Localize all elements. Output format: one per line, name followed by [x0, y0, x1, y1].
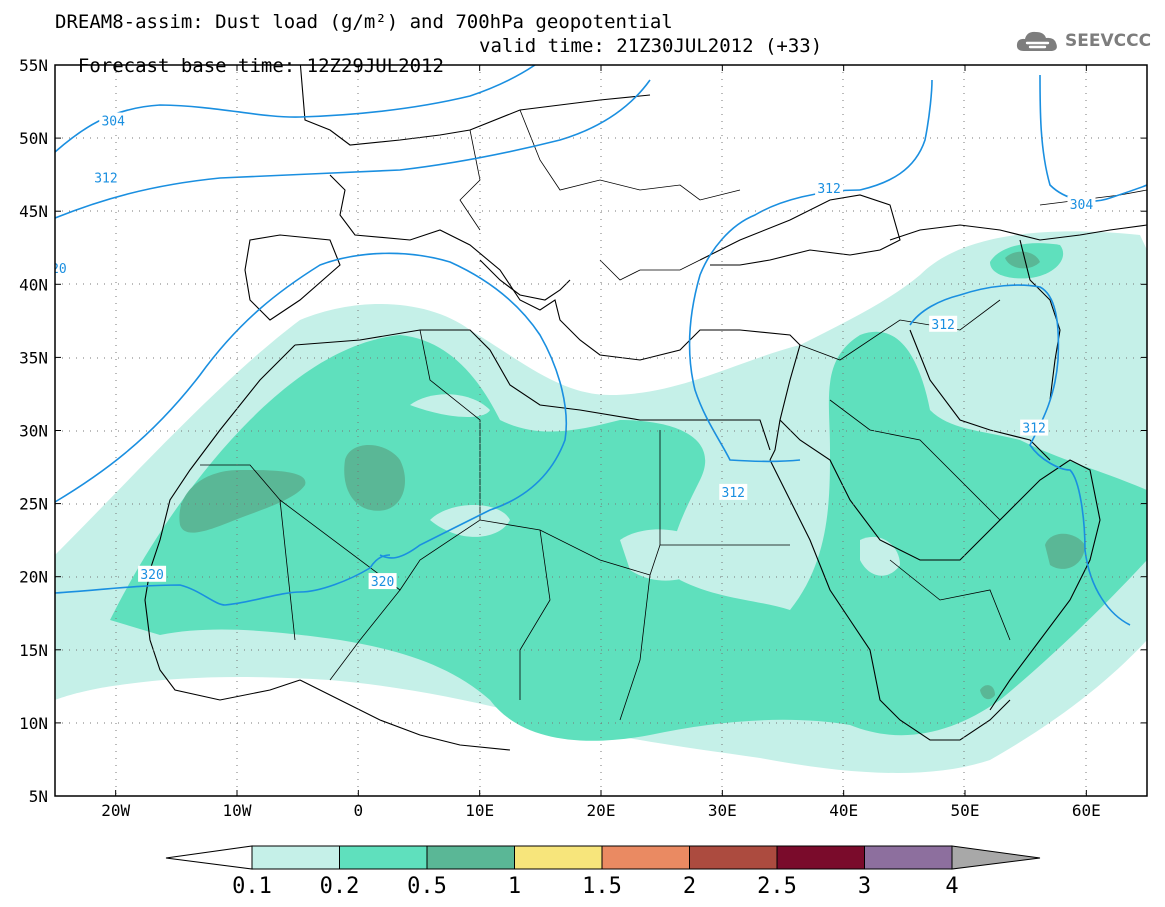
- map-body: 304 312 320 320 320 312 312 312 312 304: [43, 65, 1147, 796]
- forecast-times: Forecast base time: 12Z29JUL2012 valid t…: [55, 36, 822, 96]
- logo-text: SEEVCCC: [1065, 31, 1152, 51]
- colorbar-label: 1: [508, 874, 521, 899]
- lat-tick-label: 50N: [19, 129, 48, 148]
- colorbar: 0.1 0.2 0.5 1 1.5 2 2.5 3 4: [165, 845, 1041, 899]
- contour-labels: 304 312 320 320 320 312 312 312 312 304: [43, 112, 1096, 590]
- colorbar-label: 4: [945, 874, 958, 899]
- lon-tick-label: 60E: [1072, 801, 1101, 820]
- colorbar-box: [514, 845, 603, 870]
- coastlines: [144, 65, 1147, 751]
- contour-label: 304: [1070, 198, 1094, 213]
- colorbar-box: [689, 845, 778, 870]
- contour-320-north: [55, 252, 568, 559]
- contour-label-bg: [719, 483, 748, 500]
- lat-tick-label: 25N: [19, 495, 48, 514]
- colorbar-box: [601, 845, 690, 870]
- lat-tick-label: 5N: [29, 787, 48, 806]
- contour-label: 312: [722, 486, 745, 501]
- colorbar-label: 0.5: [407, 874, 447, 899]
- forecast-base-time: Forecast base time: 12Z29JUL2012: [77, 55, 444, 77]
- axis-ticks: [55, 64, 1147, 797]
- lon-tick-label: 40E: [829, 801, 858, 820]
- lat-tick-label: 30N: [19, 422, 48, 441]
- colorbar-label: 3: [858, 874, 871, 899]
- contour-label: 304: [101, 115, 125, 130]
- colorbar-under-arrow: [165, 845, 253, 870]
- contour-label-bg: [1067, 195, 1096, 212]
- colorbar-box: [776, 845, 865, 870]
- contour-label-bg: [91, 169, 120, 186]
- lat-tick-label: 10N: [19, 714, 48, 733]
- map-grid: [55, 65, 1147, 796]
- dust-level-0-5: [179, 251, 1085, 700]
- contour-label-bg: [929, 315, 958, 332]
- contour-label-bg: [138, 565, 167, 582]
- contour-label: 312: [94, 172, 117, 187]
- lon-tick-label: 0: [354, 801, 364, 820]
- contour-label: 320: [43, 262, 66, 277]
- lat-tick-label: 35N: [19, 348, 48, 367]
- seevccc-logo: SEEVCCC: [1015, 28, 1151, 54]
- contour-304-west: [55, 65, 536, 153]
- lat-tick-label: 45N: [19, 202, 48, 221]
- longitude-labels: 20W 10W 0 10E 20E 30E 40E 50E 60E: [101, 801, 1101, 820]
- contour-label-bg: [55, 260, 69, 277]
- lat-tick-label: 15N: [19, 641, 48, 660]
- colorbar-box: [864, 845, 953, 870]
- colorbar-over-arrow: [951, 845, 1041, 870]
- contour-312-middle: [688, 189, 861, 463]
- contour-label-bg: [1020, 419, 1049, 436]
- contour-label: 312: [931, 318, 954, 333]
- colorbar-label: 0.2: [320, 874, 360, 899]
- cloud-icon: [1016, 31, 1057, 51]
- chart-title: DREAM8-assim: Dust load (g/m²) and 700hP…: [55, 11, 673, 33]
- lat-tick-label: 20N: [19, 568, 48, 587]
- colorbar-label: 2.5: [757, 874, 797, 899]
- colorbar-label: 1.5: [582, 874, 622, 899]
- contour-label: 320: [371, 575, 394, 590]
- contour-label-bg: [368, 573, 397, 590]
- valid-time: valid time: 21Z30JUL2012 (+33): [479, 35, 823, 57]
- contour-312-east-inner: [909, 284, 1131, 626]
- colorbar-box: [426, 845, 515, 870]
- dust-inner-holes: [410, 394, 900, 581]
- contour-320-south: [55, 554, 391, 606]
- colorbar-label: 2: [683, 874, 696, 899]
- contour-label-bg: [99, 112, 128, 129]
- contour-312-west: [55, 79, 651, 219]
- lon-tick-label: 30E: [708, 801, 737, 820]
- lon-tick-label: 50E: [951, 801, 980, 820]
- lat-tick-label: 55N: [19, 56, 48, 75]
- lon-tick-label: 10W: [223, 801, 252, 820]
- latitude-labels: 55N 50N 45N 40N 35N 30N 25N 20N 15N 10N 5N: [19, 56, 48, 806]
- lon-tick-label: 20W: [101, 801, 130, 820]
- lon-tick-label: 20E: [587, 801, 616, 820]
- lon-tick-label: 10E: [465, 801, 494, 820]
- contour-label: 320: [140, 568, 163, 583]
- colorbar-box: [251, 845, 340, 870]
- contour-label-bg: [815, 179, 844, 196]
- contour-312-east: [859, 79, 933, 191]
- contour-label: 312: [817, 182, 840, 197]
- colorbar-label: 0.1: [232, 874, 272, 899]
- lat-tick-label: 40N: [19, 275, 48, 294]
- contour-label: 312: [1022, 422, 1045, 437]
- colorbar-box: [339, 845, 428, 870]
